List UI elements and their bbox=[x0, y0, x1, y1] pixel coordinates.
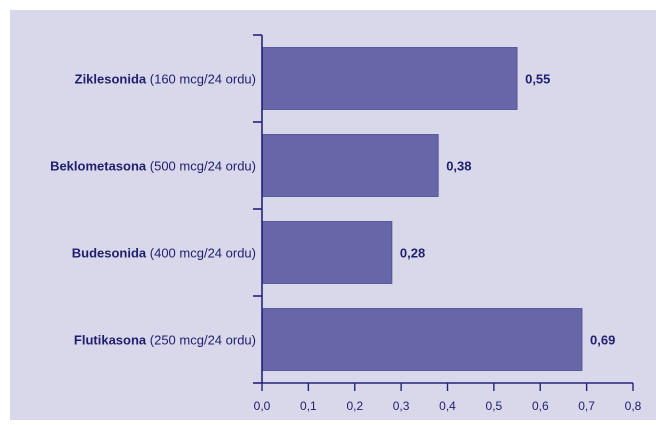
category-label: Flutikasona (250 mcg/24 ordu) bbox=[74, 333, 256, 348]
drug-name: Flutikasona bbox=[74, 333, 147, 348]
bar bbox=[261, 134, 439, 197]
labels-layer: 0,55 Ziklesonida (160 mcg/24 ordu) 0,38 Bek… bbox=[50, 72, 642, 414]
data-label: 0,69 bbox=[590, 333, 615, 348]
x-tick-label: 0,2 bbox=[346, 399, 363, 413]
bar bbox=[261, 47, 518, 110]
bars-layer bbox=[261, 47, 583, 371]
dose-label: (400 mcg/24 ordu) bbox=[146, 246, 256, 261]
x-tick-label: 0,5 bbox=[486, 399, 503, 413]
dose-label: (250 mcg/24 ordu) bbox=[146, 333, 256, 348]
x-tick-label: 0,8 bbox=[625, 399, 642, 413]
category-label: Budesonida (400 mcg/24 ordu) bbox=[72, 246, 256, 261]
x-tick-label: 0,4 bbox=[439, 399, 456, 413]
drug-name: Beklometasona bbox=[50, 159, 147, 174]
category-label: Ziklesonida (160 mcg/24 ordu) bbox=[75, 72, 256, 87]
dose-label: (160 mcg/24 ordu) bbox=[146, 72, 256, 87]
data-label: 0,38 bbox=[446, 159, 471, 174]
axes-layer bbox=[253, 34, 634, 391]
drug-name: Ziklesonida bbox=[75, 72, 147, 87]
x-tick-label: 0,7 bbox=[578, 399, 595, 413]
x-tick-label: 0,0 bbox=[254, 399, 271, 413]
drug-name: Budesonida bbox=[72, 246, 147, 261]
dose-label: (500 mcg/24 ordu) bbox=[146, 159, 256, 174]
bar bbox=[261, 308, 583, 371]
x-tick-label: 0,6 bbox=[532, 399, 549, 413]
data-label: 0,55 bbox=[525, 72, 550, 87]
bar bbox=[261, 221, 393, 284]
x-tick-label: 0,3 bbox=[393, 399, 410, 413]
category-label: Beklometasona (500 mcg/24 ordu) bbox=[50, 159, 256, 174]
data-label: 0,28 bbox=[400, 246, 425, 261]
x-tick-label: 0,1 bbox=[300, 399, 317, 413]
